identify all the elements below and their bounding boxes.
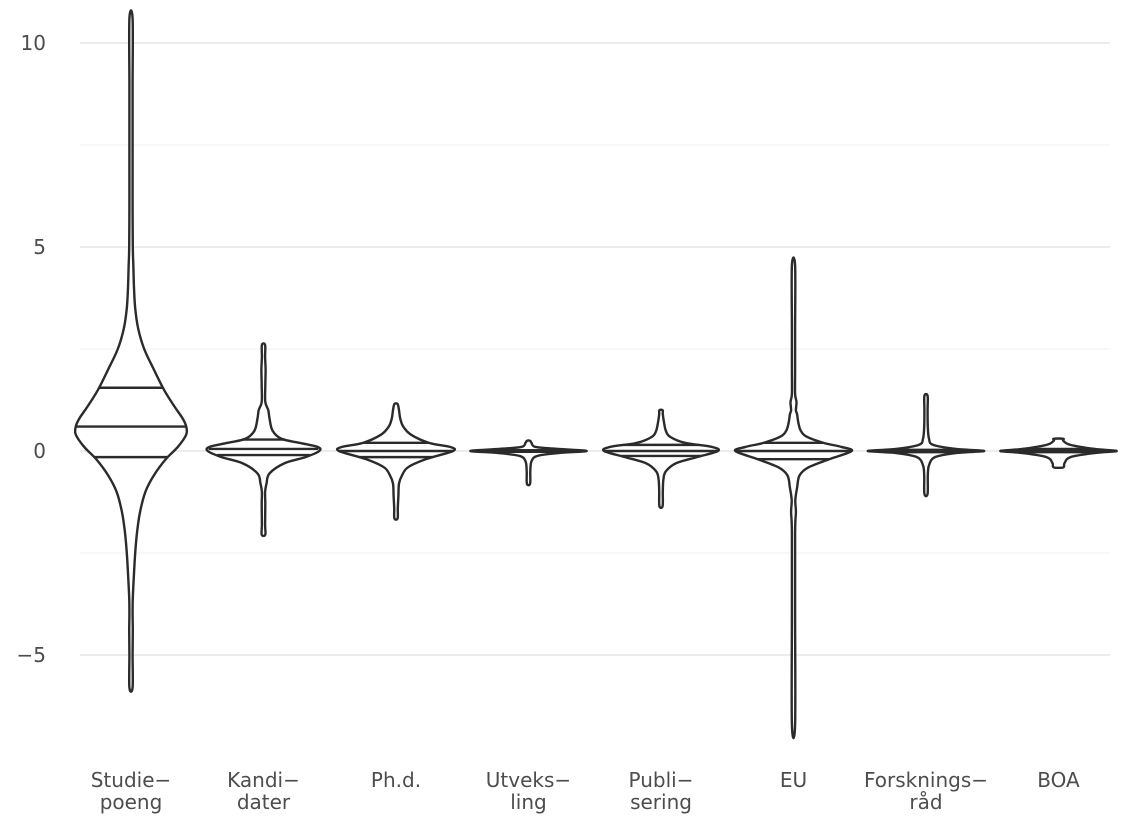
x-tick-label: Publi− sering (629, 768, 694, 814)
y-tick-label: 0 (33, 439, 46, 463)
y-tick-label: 5 (33, 235, 46, 259)
x-tick-label-line: Publi− (629, 768, 694, 792)
x-tick-label: Kandi− dater (227, 768, 300, 814)
x-tick-label: Ph.d. (371, 768, 421, 792)
violins (73, 9, 1118, 740)
x-tick-label-line: Utveks− (486, 768, 571, 792)
x-tick-label: Forsknings− råd (864, 768, 988, 814)
x-tick-label-line: BOA (1037, 768, 1080, 792)
violin-shape (73, 9, 189, 693)
y-tick-label: −5 (17, 643, 46, 667)
x-tick-label-line: dater (237, 790, 291, 814)
gridlines (80, 42, 1110, 656)
x-tick-label-line: ling (510, 790, 546, 814)
violin-shape (733, 256, 854, 740)
violin-shape (601, 408, 721, 510)
y-axis-ticks: −5 0 5 10 (17, 31, 46, 667)
x-tick-label-line: råd (909, 790, 942, 814)
x-tick-label-line: Forsknings− (864, 768, 988, 792)
x-tick-label: BOA (1037, 768, 1080, 792)
violin-shape (335, 402, 457, 521)
violin-shape (866, 392, 986, 498)
x-tick-label-line: Ph.d. (371, 768, 421, 792)
violin-shape (469, 439, 588, 487)
x-tick-label: EU (780, 768, 807, 792)
x-tick-label: Studie− poeng (91, 768, 172, 814)
x-tick-label: Utveks− ling (486, 768, 571, 814)
x-tick-label-line: poeng (100, 790, 163, 814)
x-tick-label-line: Kandi− (227, 768, 300, 792)
x-axis-ticks: Studie− poeng Kandi− dater Ph.d. Utveks− ling P… (91, 768, 1080, 814)
x-tick-label-line: EU (780, 768, 807, 792)
y-tick-label: 10 (21, 31, 46, 55)
x-tick-label-line: sering (630, 790, 692, 814)
x-tick-label-line: Studie− (91, 768, 172, 792)
